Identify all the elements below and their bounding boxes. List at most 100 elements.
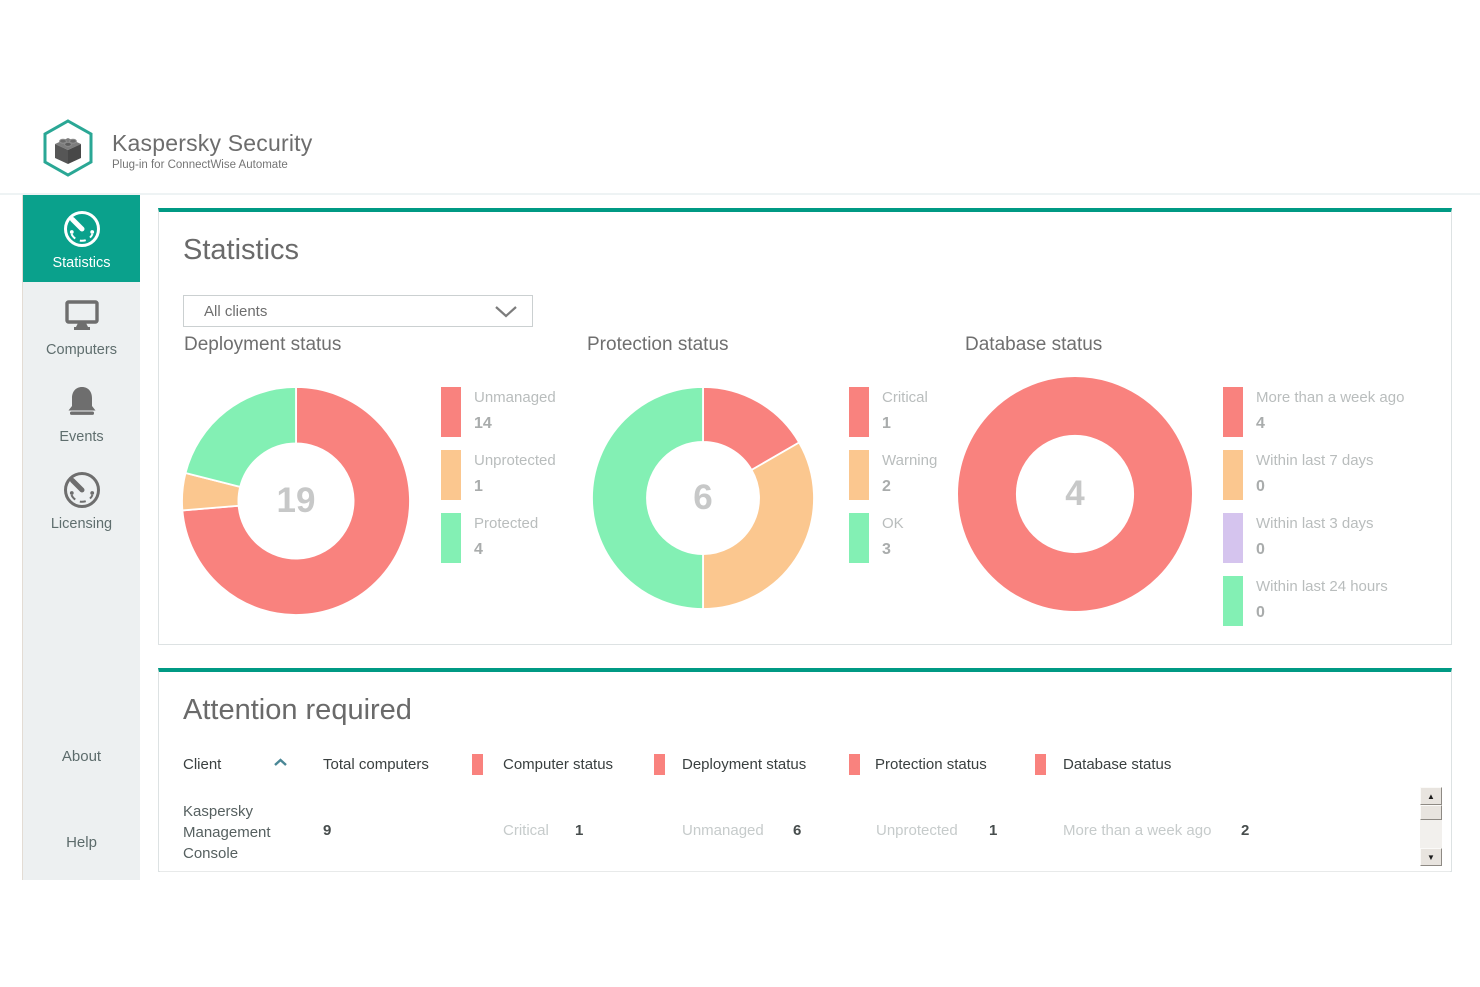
chevron-down-icon bbox=[495, 305, 517, 317]
legend-value: 4 bbox=[1256, 415, 1265, 432]
donut-total: 4 bbox=[1065, 474, 1085, 513]
legend-label: Warning bbox=[882, 452, 938, 469]
donut-chart bbox=[182, 387, 410, 615]
legend-value: 0 bbox=[1256, 604, 1265, 621]
legend-item: Unmanaged 14 bbox=[441, 387, 556, 437]
donut-chart bbox=[592, 387, 814, 609]
attention-panel-title: Attention required bbox=[183, 694, 412, 726]
statistics-panel: Statistics All clients Deployment status… bbox=[158, 208, 1452, 645]
sidebar: Statistics Computers Events Licensing Ab… bbox=[22, 195, 140, 880]
legend-swatch bbox=[1223, 513, 1243, 563]
app-header: Kaspersky Security Plug-in for ConnectWi… bbox=[0, 0, 1480, 193]
legend-label: OK bbox=[882, 515, 904, 532]
statistics-panel-title: Statistics bbox=[183, 234, 300, 266]
table-row-total: 9 bbox=[323, 822, 332, 839]
legend-value: 4 bbox=[474, 541, 483, 558]
legend-value: 2 bbox=[882, 478, 891, 495]
licensing-icon bbox=[63, 472, 100, 508]
legend-label: Within last 7 days bbox=[1256, 452, 1374, 469]
legend-label: Unprotected bbox=[474, 452, 556, 469]
legend-label: Protected bbox=[474, 515, 539, 532]
legend-item: Critical 1 bbox=[849, 387, 937, 437]
chart-legend: More than a week ago 4 Within last 7 days 0… bbox=[1223, 387, 1404, 639]
legend-item: Within last 3 days 0 bbox=[1223, 513, 1404, 563]
donut-total: 6 bbox=[693, 478, 713, 517]
donut-total: 19 bbox=[276, 481, 316, 520]
column-header-deployment-status[interactable]: Deployment status bbox=[682, 756, 807, 773]
status-marker bbox=[849, 754, 860, 775]
legend-item: Protected 4 bbox=[441, 513, 556, 563]
app-subtitle: Plug-in for ConnectWise Automate bbox=[112, 159, 288, 171]
computer-status-label: Critical bbox=[503, 822, 549, 839]
scrollbar-up-button[interactable]: ▲ bbox=[1420, 787, 1442, 805]
table-scrollbar[interactable]: ▲ ▼ bbox=[1420, 787, 1442, 866]
statistics-icon bbox=[63, 211, 100, 247]
chart-legend: Unmanaged 14 Unprotected 1 Protected 4 bbox=[441, 387, 556, 576]
legend-item: OK 3 bbox=[849, 513, 937, 563]
sidebar-item-licensing[interactable]: Licensing bbox=[23, 456, 140, 543]
events-icon bbox=[68, 387, 95, 415]
sidebar-item-statistics[interactable]: Statistics bbox=[23, 195, 140, 282]
donut-chart bbox=[958, 377, 1192, 611]
sidebar-item-label: Computers bbox=[46, 342, 117, 358]
legend-swatch bbox=[1223, 450, 1243, 500]
app-title: Kaspersky Security bbox=[112, 130, 313, 156]
legend-item: Within last 7 days 0 bbox=[1223, 450, 1404, 500]
attention-required-panel: Attention required Client Total computer… bbox=[158, 668, 1452, 872]
legend-swatch bbox=[849, 513, 869, 563]
column-header-database-status[interactable]: Database status bbox=[1063, 756, 1172, 773]
status-marker bbox=[654, 754, 665, 775]
legend-swatch bbox=[849, 450, 869, 500]
legend-item: Within last 24 hours 0 bbox=[1223, 576, 1404, 626]
protection-status-label: Unprotected bbox=[876, 822, 958, 839]
column-header-total-computers[interactable]: Total computers bbox=[323, 756, 429, 773]
sidebar-item-computers[interactable]: Computers bbox=[23, 282, 140, 369]
client-filter-value: All clients bbox=[204, 302, 268, 320]
column-header-computer-status[interactable]: Computer status bbox=[503, 756, 614, 773]
legend-item: Unprotected 1 bbox=[441, 450, 556, 500]
kaspersky-logo-icon bbox=[43, 119, 93, 177]
legend-value: 3 bbox=[882, 541, 891, 558]
legend-value: 14 bbox=[474, 415, 492, 432]
legend-value: 1 bbox=[882, 415, 891, 432]
legend-swatch bbox=[441, 450, 461, 500]
sidebar-item-help[interactable]: Help bbox=[66, 834, 97, 851]
legend-swatch bbox=[1223, 576, 1243, 626]
scrollbar-thumb[interactable] bbox=[1420, 805, 1442, 820]
header-divider bbox=[0, 193, 1480, 195]
legend-label: Critical bbox=[882, 389, 928, 406]
computer-status-value: 1 bbox=[575, 822, 584, 839]
chart-legend: Critical 1 Warning 2 OK 3 bbox=[849, 387, 937, 576]
column-header-protection-status[interactable]: Protection status bbox=[875, 756, 987, 773]
chart-title: Deployment status bbox=[184, 334, 342, 355]
legend-item: Warning 2 bbox=[849, 450, 937, 500]
legend-swatch bbox=[849, 387, 869, 437]
sidebar-item-label: Events bbox=[59, 429, 104, 445]
chart-title: Protection status bbox=[587, 334, 729, 355]
chart-title: Database status bbox=[965, 334, 1103, 355]
sidebar-item-events[interactable]: Events bbox=[23, 369, 140, 456]
computers-icon bbox=[64, 300, 99, 330]
deployment-status-label: Unmanaged bbox=[682, 822, 764, 839]
legend-value: 0 bbox=[1256, 478, 1265, 495]
protection-status-value: 1 bbox=[989, 822, 998, 839]
legend-item: More than a week ago 4 bbox=[1223, 387, 1404, 437]
legend-value: 1 bbox=[474, 478, 483, 495]
legend-swatch bbox=[441, 387, 461, 437]
column-header-client[interactable]: Client bbox=[183, 756, 222, 773]
status-marker bbox=[1035, 754, 1046, 775]
client-filter-dropdown[interactable]: All clients bbox=[183, 295, 533, 327]
legend-value: 0 bbox=[1256, 541, 1265, 558]
database-status-label: More than a week ago bbox=[1063, 822, 1212, 839]
legend-swatch bbox=[1223, 387, 1243, 437]
table-row-client[interactable]: Kaspersky Management Console bbox=[183, 803, 271, 862]
legend-swatch bbox=[441, 513, 461, 563]
scrollbar-down-button[interactable]: ▼ bbox=[1420, 848, 1442, 866]
sidebar-item-about[interactable]: About bbox=[61, 748, 102, 765]
legend-label: More than a week ago bbox=[1256, 389, 1405, 406]
deployment-status-value: 6 bbox=[793, 822, 802, 839]
row-divider bbox=[160, 871, 1450, 872]
sort-asc-icon[interactable] bbox=[273, 758, 288, 767]
legend-label: Within last 24 hours bbox=[1256, 578, 1388, 595]
legend-label: Unmanaged bbox=[474, 389, 556, 406]
